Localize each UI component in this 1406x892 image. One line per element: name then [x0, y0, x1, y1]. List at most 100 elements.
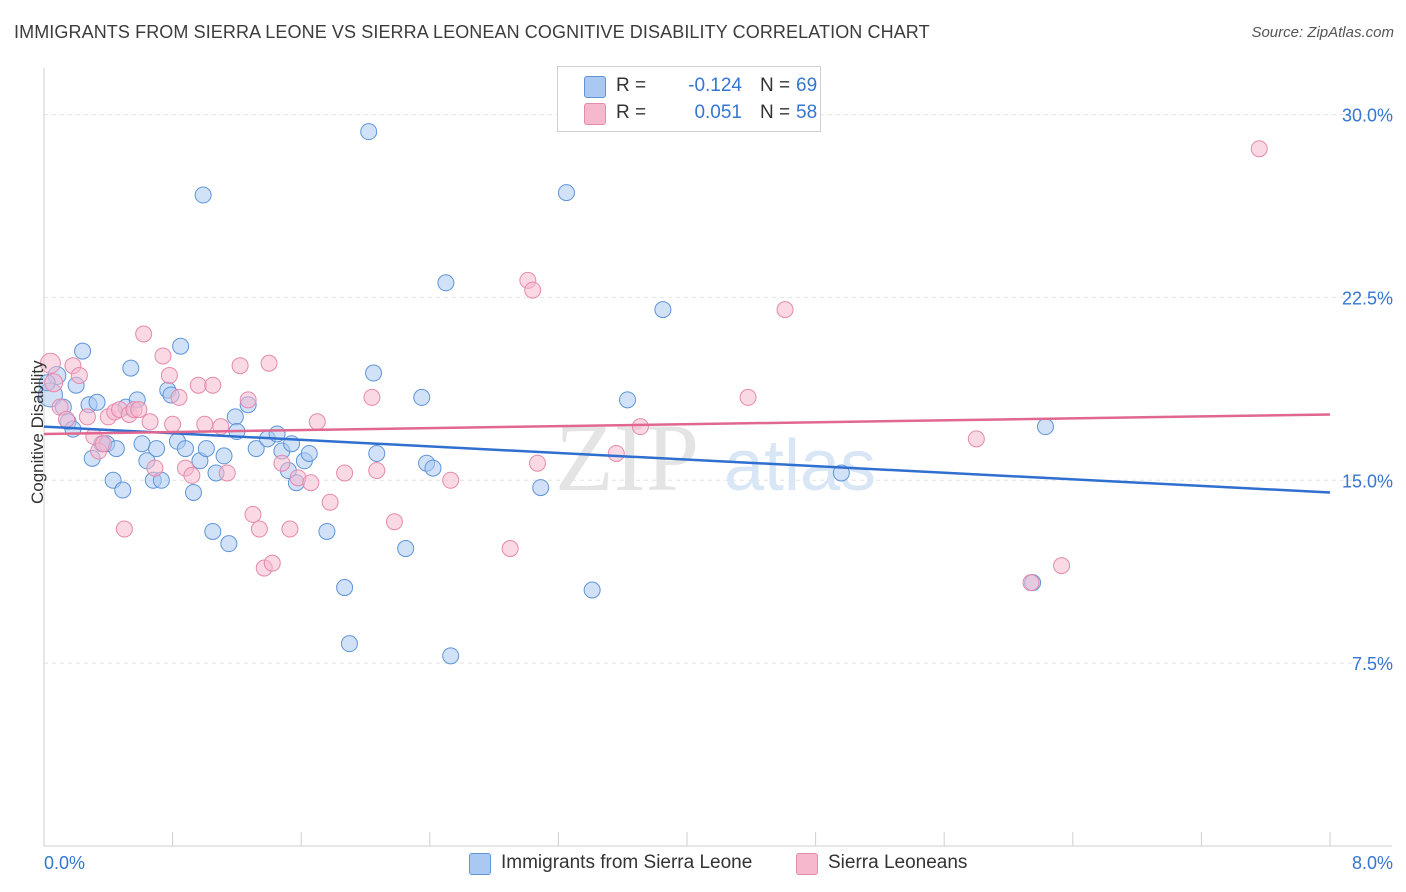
sierra-leoneans-point [273, 454, 291, 472]
sierra-leoneans-point [631, 418, 649, 436]
sierra-leoneans-point [146, 459, 164, 477]
x-tick-label-min: 0.0% [44, 853, 85, 873]
sierra-leoneans-point [260, 354, 278, 372]
sierra-leoneans-point [94, 435, 112, 453]
watermark: ZIP atlas [555, 404, 876, 511]
sierra-leoneans-point [368, 462, 386, 480]
sierra-leoneans-point [154, 347, 172, 365]
immigrants-point [204, 522, 222, 540]
sierra-leoneans-point [78, 408, 96, 426]
sierra-leoneans-point [196, 415, 214, 433]
sierra-leoneans-point [263, 554, 281, 572]
sierra-leoneans-point [336, 464, 354, 482]
bottom-legend-label: Immigrants from Sierra Leone [501, 852, 753, 873]
immigrants-point [360, 123, 378, 141]
immigrants-point [654, 301, 672, 319]
y-tick-label: 15.0% [1342, 471, 1393, 491]
legend: R = -0.124 N = 69 R = 0.051 N = 58 [557, 66, 821, 132]
sierra-leoneans-point [501, 540, 519, 558]
trend-lines [43, 413, 1331, 494]
immigrants-point [122, 359, 140, 377]
sierra-leoneans-trend-line [43, 413, 1331, 436]
chart-title: IMMIGRANTS FROM SIERRA LEONE VS SIERRA L… [14, 22, 930, 42]
sierra-leoneans-point [967, 430, 985, 448]
series-immigrants-points [37, 123, 1054, 665]
x-tick-label-max: 8.0% [1352, 853, 1393, 873]
sierra-leoneans-point [164, 415, 182, 433]
legend-n-label: N = [760, 75, 791, 96]
sierra-leoneans-point [218, 464, 236, 482]
immigrants-point [368, 444, 386, 462]
legend-r-label: R = [616, 102, 647, 123]
immigrants-point [619, 391, 637, 409]
immigrants-point [340, 635, 358, 653]
legend-n-value: 58 [796, 102, 818, 123]
source-credit: Source: ZipAtlas.com [1251, 24, 1394, 41]
legend-r-value: 0.051 [694, 102, 742, 123]
sierra-leoneans-point [239, 391, 257, 409]
sierra-leoneans-point [1053, 557, 1071, 575]
immigrants-point [300, 444, 318, 462]
sierra-leoneans-point [776, 301, 794, 319]
sierra-leoneans-point [321, 493, 339, 511]
y-axis-label: Cognitive Disability [28, 360, 47, 504]
sierra-leoneans-point [385, 513, 403, 531]
immigrants-point [437, 274, 455, 292]
sierra-leoneans-point [1022, 574, 1040, 592]
sierra-leoneans-point [183, 466, 201, 484]
sierra-leoneans-point [204, 376, 222, 394]
bottom-legend-swatch-pink [796, 853, 818, 875]
immigrants-point [172, 337, 190, 355]
legend-r-value: -0.124 [688, 75, 742, 96]
immigrants-point [1036, 418, 1054, 436]
sierra-leoneans-point [170, 388, 188, 406]
sierra-leoneans-point [58, 410, 76, 428]
immigrants-point [176, 440, 194, 458]
immigrants-point [148, 440, 166, 458]
legend-swatch-blue [584, 76, 606, 98]
immigrants-point [318, 522, 336, 540]
sierra-leoneans-point [70, 366, 88, 384]
immigrants-point [220, 535, 238, 553]
immigrants-point [532, 479, 550, 497]
sierra-leoneans-point [308, 413, 326, 431]
immigrants-point [424, 459, 442, 477]
sierra-leoneans-point [739, 388, 757, 406]
immigrants-point [215, 447, 233, 465]
y-tick-label: 22.5% [1342, 288, 1393, 308]
immigrants-point [184, 483, 202, 501]
legend-swatch-pink [584, 103, 606, 125]
sierra-leoneans-point [39, 352, 61, 374]
immigrants-point [832, 464, 850, 482]
y-tick-label: 7.5% [1352, 654, 1393, 674]
immigrants-point [336, 579, 354, 597]
sierra-leoneans-point [302, 474, 320, 492]
y-tick-label: 30.0% [1342, 106, 1393, 126]
sierra-leoneans-point [250, 520, 268, 538]
immigrants-point [194, 186, 212, 204]
sierra-leoneans-point [115, 520, 133, 538]
immigrants-point [133, 435, 151, 453]
sierra-leoneans-point [135, 325, 153, 343]
sierra-leoneans-point [442, 471, 460, 489]
series-sierra-leoneans-points [39, 140, 1268, 592]
immigrants-point [442, 647, 460, 665]
legend-n-value: 69 [796, 75, 818, 96]
sierra-leoneans-point [363, 388, 381, 406]
legend-r-label: R = [616, 75, 647, 96]
sierra-leoneans-point [160, 366, 178, 384]
immigrants-point [226, 408, 244, 426]
immigrants-point [397, 540, 415, 558]
tick-labels: 0.0% 8.0% 7.5% 15.0% 22.5% 30.0% [44, 106, 1393, 873]
immigrants-point [247, 440, 265, 458]
axes [43, 68, 1392, 847]
sierra-leoneans-point [141, 413, 159, 431]
sierra-leoneans-point [529, 454, 547, 472]
sierra-leoneans-point [231, 357, 249, 375]
immigrants-point [365, 364, 383, 382]
immigrants-point [197, 440, 215, 458]
bottom-legend-label: Sierra Leoneans [828, 852, 968, 873]
sierra-leoneans-point [281, 520, 299, 538]
sierra-leoneans-point [524, 281, 542, 299]
sierra-leoneans-point [244, 505, 262, 523]
